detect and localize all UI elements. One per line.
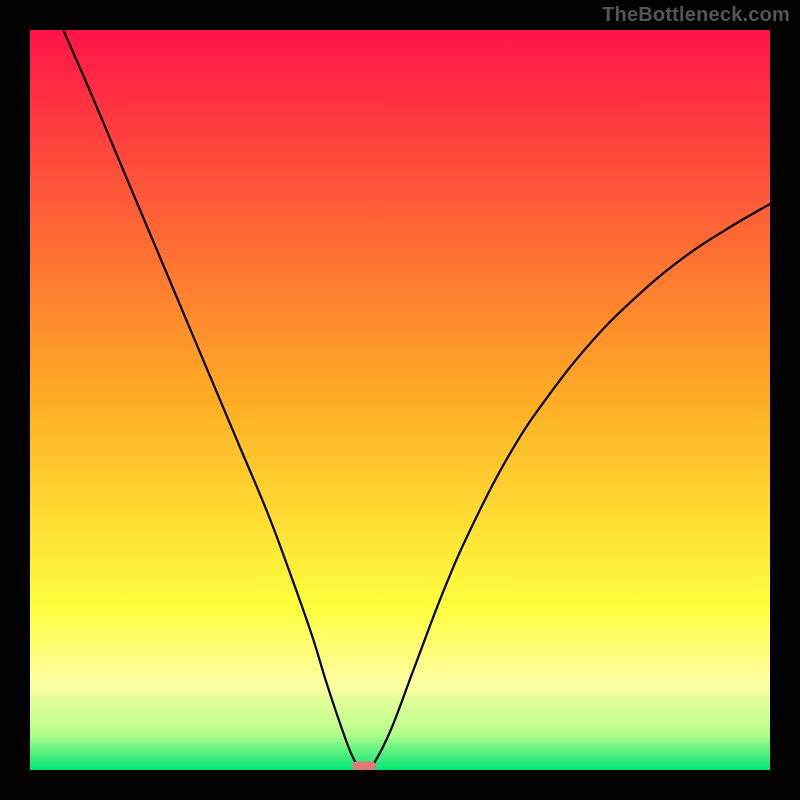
border-right: [770, 0, 800, 800]
plot-background-gradient: [30, 30, 770, 770]
border-bottom: [0, 770, 800, 800]
chart-frame: TheBottleneck.com: [0, 0, 800, 800]
border-left: [0, 0, 30, 800]
watermark-text: TheBottleneck.com: [602, 4, 790, 27]
